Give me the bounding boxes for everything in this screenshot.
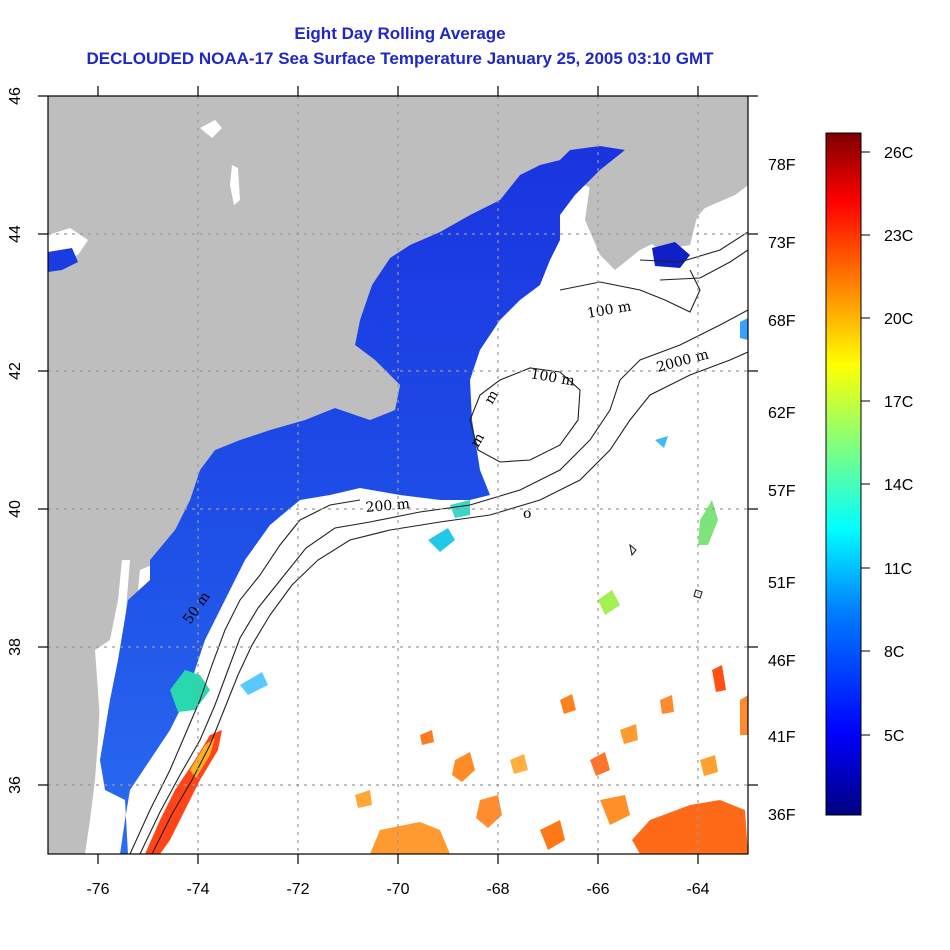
x-tick-label: -74 bbox=[186, 881, 209, 898]
land-us-mainland bbox=[48, 96, 748, 854]
sst-patch-cyan-1 bbox=[428, 528, 455, 552]
celsius-label: 8C bbox=[884, 644, 904, 661]
celsius-label: 20C bbox=[884, 311, 913, 328]
celsius-label: 14C bbox=[884, 477, 913, 494]
fahrenheit-label: 78F bbox=[768, 157, 796, 174]
x-tick-label: -72 bbox=[286, 881, 309, 898]
sst-patch-cyan-5 bbox=[655, 436, 668, 448]
sst-patch-green-shelf bbox=[170, 670, 210, 712]
lake-small-1 bbox=[200, 120, 222, 138]
fahrenheit-label: 73F bbox=[768, 235, 796, 252]
y-tick-label: 46 bbox=[7, 87, 24, 105]
contour-label-o: o bbox=[523, 506, 531, 522]
lake-champlain bbox=[230, 165, 240, 205]
fahrenheit-label: 62F bbox=[768, 405, 796, 422]
contour-label-200m: 200 m bbox=[365, 496, 411, 516]
celsius-label: 17C bbox=[884, 394, 913, 411]
sst-patch-green-3 bbox=[598, 590, 620, 615]
contour-gulf-of-maine bbox=[559, 269, 701, 313]
fahrenheit-label: 68F bbox=[768, 313, 796, 330]
fahrenheit-label: 57F bbox=[768, 483, 796, 500]
x-tick-label: -66 bbox=[586, 881, 609, 898]
fahrenheit-label: 36F bbox=[768, 807, 796, 824]
x-tick-label: -76 bbox=[86, 881, 109, 898]
sst-patch-cyan-2 bbox=[450, 500, 470, 518]
x-tick-labels: -76 -74 -72 -70 -68 -66 -64 bbox=[86, 881, 709, 898]
fahrenheit-label: 46F bbox=[768, 653, 796, 670]
land-nova-scotia bbox=[585, 112, 748, 270]
y-tick-label: 42 bbox=[7, 362, 24, 380]
sst-patch-cyan-4 bbox=[740, 318, 748, 340]
x-tick-label: -68 bbox=[486, 881, 509, 898]
contour-nova-scotia-shelf bbox=[639, 231, 748, 263]
contour-georges-bank bbox=[469, 367, 581, 463]
contour-label-100m-georges: 100 m bbox=[529, 366, 576, 389]
contour-200m bbox=[151, 351, 748, 854]
contour-100m bbox=[139, 309, 748, 854]
celsius-label: 23C bbox=[884, 228, 913, 245]
axis-ticks bbox=[38, 86, 758, 864]
map-subtitle: DECLOUDED NOAA-17 Sea Surface Temperatur… bbox=[86, 49, 714, 68]
fahrenheit-label: 41F bbox=[768, 729, 796, 746]
celsius-label: 11C bbox=[884, 561, 912, 578]
celsius-label: 5C bbox=[884, 728, 904, 745]
temperature-colorbar bbox=[825, 132, 862, 816]
x-tick-label: -64 bbox=[686, 881, 709, 898]
contour-50m bbox=[129, 499, 361, 854]
sst-patch-green-2 bbox=[698, 500, 718, 545]
graticule bbox=[48, 96, 748, 854]
contour-nova-scotia-shelf-2 bbox=[659, 249, 748, 281]
fahrenheit-scale: 78F 73F 68F 62F 57F 51F 46F 41F 36F bbox=[768, 157, 796, 824]
contour-small-loop bbox=[629, 543, 637, 557]
contour-small-loop-2 bbox=[693, 589, 703, 599]
y-tick-labels: 36 38 40 42 44 46 bbox=[7, 87, 24, 794]
celsius-scale: 26C 23C 20C 17C 14C 11C 8C 5C bbox=[884, 145, 913, 745]
sst-patch-cyan-3 bbox=[240, 672, 268, 695]
x-tick-label: -70 bbox=[386, 881, 409, 898]
colorbar-ticks bbox=[861, 151, 870, 736]
chesapeake-bay bbox=[95, 560, 130, 720]
y-tick-label: 44 bbox=[7, 225, 24, 243]
y-tick-label: 36 bbox=[7, 776, 24, 794]
celsius-label: 26C bbox=[884, 145, 913, 162]
sst-warm-offshore-patches bbox=[355, 665, 748, 854]
bathymetry-contours bbox=[129, 231, 748, 854]
y-tick-label: 40 bbox=[7, 500, 24, 518]
map-title: Eight Day Rolling Average bbox=[294, 24, 506, 43]
fahrenheit-label: 51F bbox=[768, 575, 796, 592]
y-tick-label: 38 bbox=[7, 638, 24, 656]
